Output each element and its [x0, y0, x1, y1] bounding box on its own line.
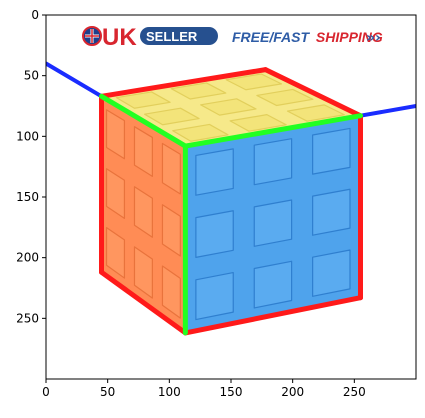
cube-sticker-left [133, 126, 153, 177]
x-tick-label: 250 [343, 385, 366, 399]
cube-sticker-front [312, 249, 351, 297]
x-axis: 0 50 100 150 200 250 [42, 379, 366, 399]
line-red-top-left [99, 67, 269, 99]
cube-sticker-front [195, 148, 234, 196]
cube-sticker-front [253, 260, 293, 309]
cube-sticker-front [253, 138, 293, 186]
y-tick-label: 200 [16, 251, 39, 265]
y-tick-label: 100 [16, 129, 39, 143]
cube-sticker-top [115, 91, 171, 109]
overlay-lines [46, 61, 416, 336]
rubiks-cube [101, 69, 361, 333]
line-green-left-top [99, 93, 188, 149]
y-tick-label: 50 [24, 69, 39, 83]
cube-sticker-left [105, 168, 126, 220]
cube-sticker-left [161, 204, 181, 257]
line-red-bottom-right [182, 295, 363, 336]
cube-sticker-top [170, 82, 227, 100]
cube-sticker-top [225, 73, 283, 91]
cube-sticker-front [312, 188, 351, 236]
uk-text: UK [102, 24, 137, 51]
seller-pill [140, 27, 218, 45]
cube-sticker-top [256, 88, 314, 107]
y-tick-label: 0 [31, 8, 39, 22]
seller-banner: UK SELLER FREE/FAST SHIPPING »› [82, 24, 383, 51]
cube-sticker-top [143, 107, 200, 126]
x-tick-label: 150 [220, 385, 243, 399]
cube-sticker-left [133, 246, 153, 299]
x-tick-label: 0 [42, 385, 50, 399]
line-red-top-right [263, 67, 363, 119]
x-tick-label: 50 [100, 385, 115, 399]
cube-sticker-left [105, 226, 126, 279]
cube-sticker-left [133, 186, 153, 238]
cube-sticker-top [229, 114, 287, 132]
cube-sticker-top [286, 104, 345, 122]
line-red-bottom-left [99, 269, 188, 336]
cube-sticker-top [200, 98, 257, 116]
line-blue-right [358, 104, 416, 118]
cube-sticker-left [161, 142, 181, 195]
y-tick-label: 150 [16, 190, 39, 204]
y-tick-label: 250 [16, 311, 39, 325]
line-green-right-top [182, 113, 363, 149]
y-axis: 0 50 100 150 200 250 [16, 8, 46, 325]
cube-sticker-front [195, 210, 234, 259]
cube-sticker-front [312, 127, 351, 175]
x-tick-label: 200 [281, 385, 304, 399]
line-blue-left [46, 61, 104, 99]
cube-sticker-front [253, 199, 293, 247]
cube-sticker-front [195, 271, 234, 321]
arrows-icon: »› [366, 30, 381, 46]
shipping-text: FREE/FAST SHIPPING [232, 29, 383, 45]
cube-sticker-top [172, 123, 229, 142]
cube-sticker-left [105, 109, 126, 160]
x-tick-label: 100 [158, 385, 181, 399]
seller-text: SELLER [146, 29, 198, 44]
cube-sticker-left [161, 265, 181, 319]
